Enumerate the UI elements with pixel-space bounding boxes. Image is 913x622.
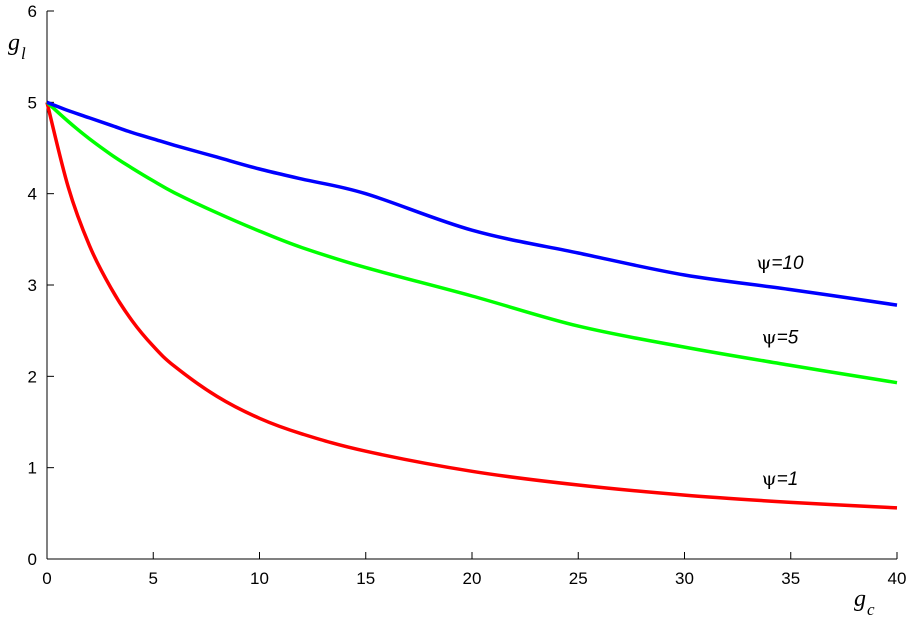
series-label: ψ=10 bbox=[756, 252, 804, 274]
series-lines bbox=[45, 100, 898, 510]
x-tick-label: 40 bbox=[888, 569, 907, 588]
x-tick-label: 10 bbox=[250, 569, 269, 588]
x-tick-label: 25 bbox=[569, 569, 588, 588]
series-label-symbol: ψ bbox=[762, 326, 777, 348]
y-tick-label: 1 bbox=[28, 459, 37, 478]
series-labels: ψ=1ψ=5ψ=10 bbox=[756, 252, 804, 490]
y-tick-label: 3 bbox=[28, 276, 37, 295]
ticks: 0 5 10 15 20 25 30 35 40 0 1 2 3 4 5 6 bbox=[28, 2, 907, 588]
series-label-value: =5 bbox=[777, 327, 799, 348]
x-tick-label: 35 bbox=[781, 569, 800, 588]
x-tick-label: 0 bbox=[42, 569, 51, 588]
y-tick-label: 4 bbox=[28, 185, 37, 204]
series-label-value: =10 bbox=[771, 253, 804, 274]
y-tick-label: 0 bbox=[28, 550, 37, 569]
series-label-value: =1 bbox=[777, 469, 799, 490]
y-axis-label-sub: l bbox=[21, 44, 26, 63]
y-tick-label: 5 bbox=[28, 93, 37, 112]
series-label-symbol: ψ bbox=[762, 468, 777, 490]
series-label-symbol: ψ bbox=[756, 252, 771, 274]
x-tick-label: 30 bbox=[675, 569, 694, 588]
series-line bbox=[46, 100, 898, 307]
series-label: ψ=1 bbox=[762, 468, 799, 490]
series-label: ψ=5 bbox=[762, 326, 799, 348]
x-axis-label-main: g bbox=[854, 586, 866, 612]
y-axis-label-main: g bbox=[8, 30, 20, 56]
x-tick-label: 5 bbox=[149, 569, 158, 588]
y-tick-label: 2 bbox=[28, 367, 37, 386]
y-tick-label: 6 bbox=[28, 2, 37, 21]
y-axis-label: gl bbox=[8, 30, 26, 63]
x-tick-label: 20 bbox=[463, 569, 482, 588]
series-line bbox=[45, 101, 898, 385]
x-axis-label: gc bbox=[854, 586, 875, 619]
series-line bbox=[45, 101, 898, 510]
x-tick-label: 15 bbox=[356, 569, 375, 588]
x-axis-label-sub: c bbox=[867, 600, 875, 619]
